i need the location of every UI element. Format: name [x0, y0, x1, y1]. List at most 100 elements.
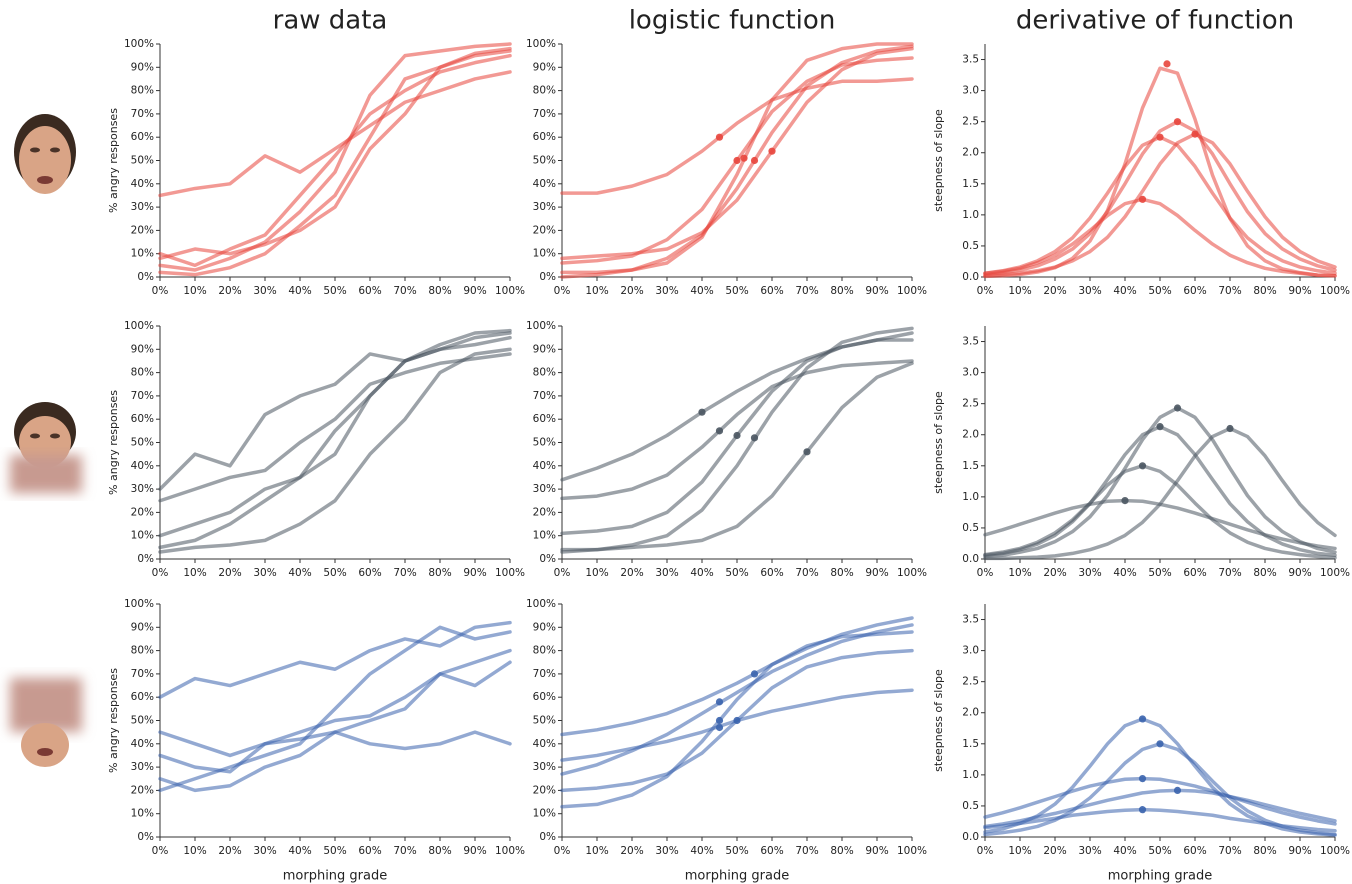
peak-marker	[733, 716, 741, 725]
x-tick-label: 80%	[1253, 567, 1276, 579]
x-tick-label: 50%	[725, 285, 748, 297]
x-tick-label: 10%	[183, 285, 206, 297]
x-tick-label: 10%	[1008, 567, 1031, 579]
x-tick-label: 100%	[495, 567, 525, 579]
peak-marker	[1156, 133, 1164, 141]
x-tick-label: 90%	[463, 285, 486, 297]
y-tick-label: 3.5	[962, 336, 979, 348]
x-tick-label: 50%	[1148, 845, 1171, 857]
x-tick-label: 50%	[725, 567, 748, 579]
x-tick-label: 0%	[977, 285, 994, 297]
peak-marker	[740, 154, 748, 162]
x-tick-label: 90%	[865, 285, 888, 297]
curve	[158, 331, 512, 538]
y-tick-label: 40%	[533, 738, 556, 750]
x-tick-label: 0%	[554, 567, 571, 579]
y-tick-label: 80%	[533, 367, 556, 379]
x-tick-label: 90%	[1288, 567, 1311, 579]
x-tick-label: 20%	[218, 567, 241, 579]
x-tick-label: 30%	[655, 845, 678, 857]
x-tick-label: 80%	[1253, 845, 1276, 857]
y-tick-label: 50%	[533, 437, 556, 449]
y-tick-label: 100%	[124, 320, 154, 332]
x-tick-label: 60%	[760, 567, 783, 579]
peak-marker	[1138, 806, 1147, 814]
x-tick-label: 40%	[1113, 845, 1136, 857]
y-tick-label: 2.0	[962, 147, 979, 159]
curve	[983, 464, 1337, 560]
x-tick-label: 20%	[620, 285, 643, 297]
y-tick-label: 1.0	[962, 491, 979, 503]
curve	[560, 331, 914, 482]
x-tick-label: 0%	[554, 845, 571, 857]
y-tick-label: 20%	[533, 784, 556, 796]
curve	[560, 44, 914, 279]
y-tick-label: 100%	[124, 38, 154, 50]
y-tick-label: 10%	[533, 808, 556, 820]
curve	[983, 406, 1337, 559]
y-tick-label: 50%	[533, 155, 556, 167]
y-tick-label: 0.5	[962, 240, 979, 252]
y-tick-label: 80%	[533, 645, 556, 657]
x-tick-label: 40%	[1113, 285, 1136, 297]
y-tick-label: 2.0	[962, 707, 979, 719]
curve	[158, 328, 512, 550]
x-tick-label: 30%	[253, 285, 276, 297]
y-tick-label: 70%	[131, 390, 154, 402]
y-tick-label: 50%	[131, 155, 154, 167]
x-tick-label: 60%	[358, 285, 381, 297]
y-tick-label: 70%	[131, 668, 154, 680]
x-tick-label: 70%	[795, 285, 818, 297]
x-tick-label: 50%	[323, 285, 346, 297]
x-tick-label: 60%	[1183, 567, 1206, 579]
x-tick-label: 70%	[393, 285, 416, 297]
x-tick-label: 70%	[1218, 567, 1241, 579]
x-tick-label: 40%	[1113, 567, 1136, 579]
y-tick-label: 30%	[131, 483, 154, 495]
curve	[158, 620, 512, 699]
y-tick-label: 100%	[526, 598, 556, 610]
peak-marker	[1173, 404, 1182, 412]
x-tick-label: 10%	[183, 845, 206, 857]
y-tick-label: 30%	[533, 761, 556, 773]
x-tick-label: 30%	[1078, 567, 1101, 579]
y-tick-label: 70%	[533, 668, 556, 680]
curve	[560, 46, 914, 261]
y-tick-label: 60%	[533, 691, 556, 703]
peak-marker	[1138, 462, 1147, 470]
curve	[983, 132, 1337, 278]
x-tick-label: 40%	[288, 845, 311, 857]
y-tick-label: 2.5	[962, 116, 979, 128]
x-tick-label: 80%	[428, 567, 451, 579]
curve	[158, 53, 512, 268]
y-tick-label: 60%	[131, 131, 154, 143]
y-tick-label: 20%	[131, 506, 154, 518]
curve	[158, 42, 512, 272]
peak-marker	[1173, 786, 1182, 795]
y-tick-label: 20%	[131, 784, 154, 796]
peak-marker	[715, 698, 724, 706]
y-tick-label: 2.5	[962, 398, 979, 410]
peak-marker	[1173, 118, 1182, 126]
peak-marker	[1226, 424, 1234, 433]
x-tick-label: 80%	[428, 285, 451, 297]
y-tick-label: 1.0	[962, 769, 979, 781]
curve	[158, 49, 512, 261]
x-tick-label: 50%	[1148, 567, 1171, 579]
y-tick-label: 70%	[533, 108, 556, 120]
y-axis-label: steepness of slope	[932, 391, 945, 494]
y-tick-label: 20%	[131, 224, 154, 236]
x-tick-label: 100%	[1320, 567, 1350, 579]
x-tick-label: 100%	[495, 845, 525, 857]
x-tick-label: 20%	[620, 845, 643, 857]
x-tick-label: 0%	[977, 567, 994, 579]
x-tick-label: 100%	[1320, 285, 1350, 297]
y-tick-label: 1.0	[962, 209, 979, 221]
y-tick-label: 0%	[539, 831, 556, 843]
x-tick-label: 100%	[1320, 845, 1350, 857]
x-tick-label: 60%	[760, 845, 783, 857]
y-tick-label: 60%	[533, 131, 556, 143]
peak-marker	[750, 670, 759, 678]
y-tick-label: 40%	[131, 460, 154, 472]
y-tick-label: 20%	[533, 506, 556, 518]
